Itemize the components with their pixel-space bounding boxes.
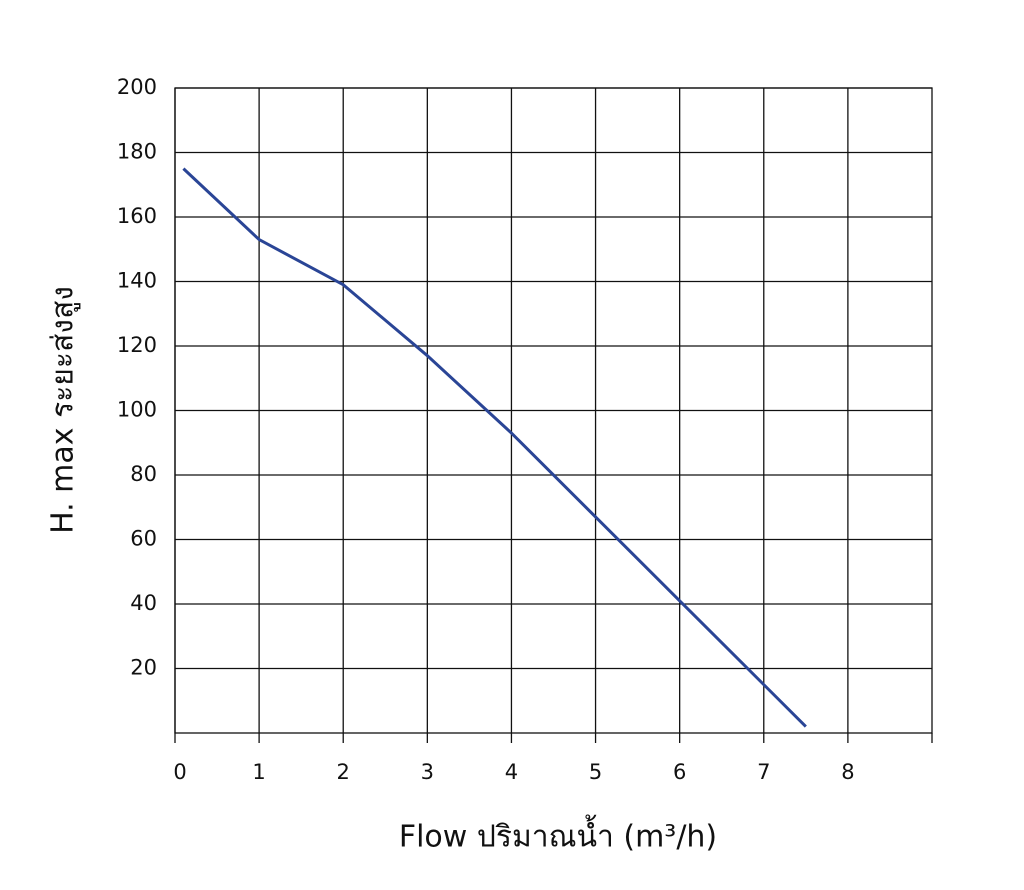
y-tick-label: 140 — [117, 269, 157, 293]
y-axis-title: H. max ระยะส่งสูง — [46, 286, 81, 534]
y-tick-label: 160 — [117, 204, 157, 228]
x-tick-label: 1 — [252, 760, 265, 784]
x-tick-label: 2 — [337, 760, 350, 784]
y-tick-label: 200 — [117, 75, 157, 99]
y-tick-label: 60 — [130, 527, 157, 551]
x-tick-label: 0 — [173, 760, 186, 784]
x-tick-label: 6 — [673, 760, 686, 784]
y-tick-label: 20 — [130, 656, 157, 680]
x-tick-label: 7 — [757, 760, 770, 784]
x-tick-label: 8 — [841, 760, 854, 784]
x-tick-label: 3 — [421, 760, 434, 784]
y-tick-label: 100 — [117, 398, 157, 422]
x-axis-title: Flow ปริมาณน้ำ (m³/h) — [399, 815, 717, 855]
y-tick-label: 80 — [130, 462, 157, 486]
y-tick-label: 40 — [130, 591, 157, 615]
y-tick-label: 120 — [117, 333, 157, 357]
data-line — [182, 167, 807, 728]
y-tick-label: 180 — [117, 140, 157, 164]
x-tick-label: 4 — [505, 760, 518, 784]
x-tick-label: 5 — [589, 760, 602, 784]
